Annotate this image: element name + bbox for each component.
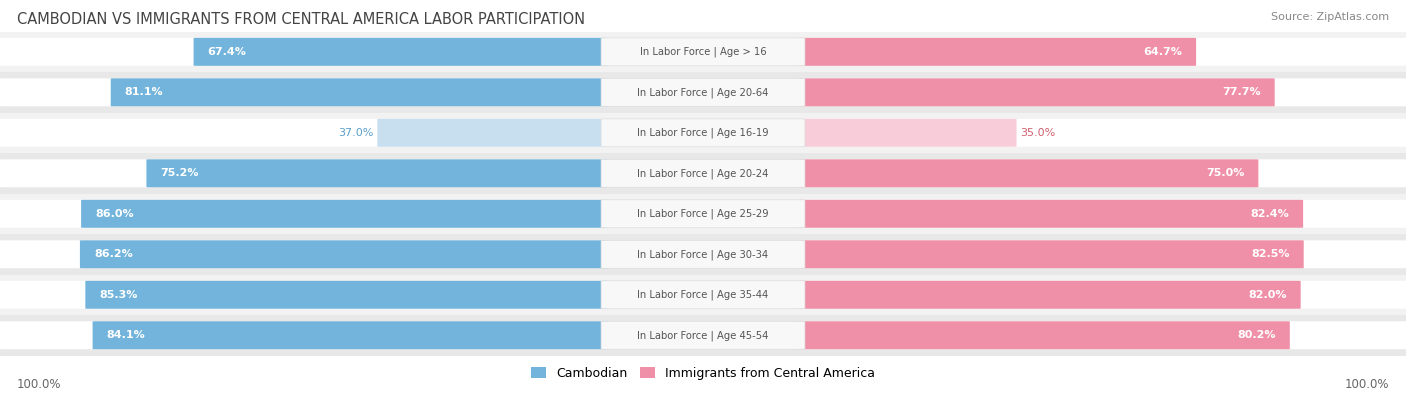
FancyBboxPatch shape: [602, 200, 806, 228]
Text: 100.0%: 100.0%: [1344, 378, 1389, 391]
Legend: Cambodian, Immigrants from Central America: Cambodian, Immigrants from Central Ameri…: [526, 362, 880, 385]
Text: 82.4%: 82.4%: [1250, 209, 1289, 219]
Text: 100.0%: 100.0%: [17, 378, 62, 391]
Bar: [0, 315, 1406, 356]
FancyBboxPatch shape: [80, 240, 609, 268]
FancyBboxPatch shape: [799, 240, 1406, 268]
Text: 37.0%: 37.0%: [339, 128, 374, 138]
Text: 82.5%: 82.5%: [1251, 249, 1289, 259]
Text: In Labor Force | Age 30-34: In Labor Force | Age 30-34: [637, 249, 769, 260]
FancyBboxPatch shape: [93, 321, 609, 349]
Text: In Labor Force | Age 20-64: In Labor Force | Age 20-64: [637, 87, 769, 98]
Bar: [0, 153, 1406, 194]
FancyBboxPatch shape: [799, 78, 1275, 106]
FancyBboxPatch shape: [602, 119, 806, 147]
FancyBboxPatch shape: [0, 78, 609, 106]
Text: 67.4%: 67.4%: [208, 47, 246, 57]
Text: In Labor Force | Age 25-29: In Labor Force | Age 25-29: [637, 209, 769, 219]
Bar: [0, 275, 1406, 315]
FancyBboxPatch shape: [0, 200, 609, 228]
FancyBboxPatch shape: [799, 119, 1017, 147]
FancyBboxPatch shape: [799, 38, 1197, 66]
Text: 84.1%: 84.1%: [107, 330, 145, 340]
Text: 75.2%: 75.2%: [160, 168, 200, 178]
FancyBboxPatch shape: [799, 200, 1406, 228]
FancyBboxPatch shape: [799, 38, 1406, 66]
Text: 81.1%: 81.1%: [125, 87, 163, 97]
FancyBboxPatch shape: [799, 159, 1406, 187]
FancyBboxPatch shape: [0, 159, 609, 187]
Bar: [0, 32, 1406, 72]
FancyBboxPatch shape: [602, 321, 806, 349]
Bar: [0, 113, 1406, 153]
Text: 86.2%: 86.2%: [94, 249, 132, 259]
FancyBboxPatch shape: [799, 240, 1303, 268]
FancyBboxPatch shape: [799, 321, 1406, 349]
FancyBboxPatch shape: [86, 281, 609, 309]
FancyBboxPatch shape: [799, 321, 1289, 349]
FancyBboxPatch shape: [799, 281, 1406, 309]
Text: 64.7%: 64.7%: [1143, 47, 1182, 57]
FancyBboxPatch shape: [799, 159, 1258, 187]
FancyBboxPatch shape: [82, 200, 609, 228]
Bar: [0, 72, 1406, 113]
Text: In Labor Force | Age > 16: In Labor Force | Age > 16: [640, 47, 766, 57]
Text: CAMBODIAN VS IMMIGRANTS FROM CENTRAL AMERICA LABOR PARTICIPATION: CAMBODIAN VS IMMIGRANTS FROM CENTRAL AME…: [17, 12, 585, 27]
FancyBboxPatch shape: [0, 321, 609, 349]
Text: 86.0%: 86.0%: [96, 209, 134, 219]
Text: 75.0%: 75.0%: [1206, 168, 1244, 178]
Bar: [0, 234, 1406, 275]
FancyBboxPatch shape: [0, 240, 609, 268]
FancyBboxPatch shape: [799, 119, 1406, 147]
FancyBboxPatch shape: [111, 78, 609, 106]
Text: 85.3%: 85.3%: [100, 290, 138, 300]
FancyBboxPatch shape: [146, 159, 609, 187]
FancyBboxPatch shape: [602, 240, 806, 268]
FancyBboxPatch shape: [377, 119, 609, 147]
Text: Source: ZipAtlas.com: Source: ZipAtlas.com: [1271, 12, 1389, 22]
FancyBboxPatch shape: [602, 281, 806, 309]
FancyBboxPatch shape: [194, 38, 609, 66]
Text: In Labor Force | Age 16-19: In Labor Force | Age 16-19: [637, 128, 769, 138]
Text: 80.2%: 80.2%: [1237, 330, 1275, 340]
Text: 35.0%: 35.0%: [1021, 128, 1056, 138]
FancyBboxPatch shape: [799, 78, 1406, 106]
Text: 82.0%: 82.0%: [1249, 290, 1286, 300]
Text: In Labor Force | Age 20-24: In Labor Force | Age 20-24: [637, 168, 769, 179]
Text: 77.7%: 77.7%: [1222, 87, 1261, 97]
FancyBboxPatch shape: [799, 281, 1301, 309]
FancyBboxPatch shape: [0, 281, 609, 309]
FancyBboxPatch shape: [799, 200, 1303, 228]
Text: In Labor Force | Age 45-54: In Labor Force | Age 45-54: [637, 330, 769, 340]
FancyBboxPatch shape: [0, 38, 609, 66]
FancyBboxPatch shape: [602, 159, 806, 187]
Text: In Labor Force | Age 35-44: In Labor Force | Age 35-44: [637, 290, 769, 300]
Bar: [0, 194, 1406, 234]
FancyBboxPatch shape: [602, 78, 806, 106]
FancyBboxPatch shape: [0, 119, 609, 147]
FancyBboxPatch shape: [602, 38, 806, 66]
